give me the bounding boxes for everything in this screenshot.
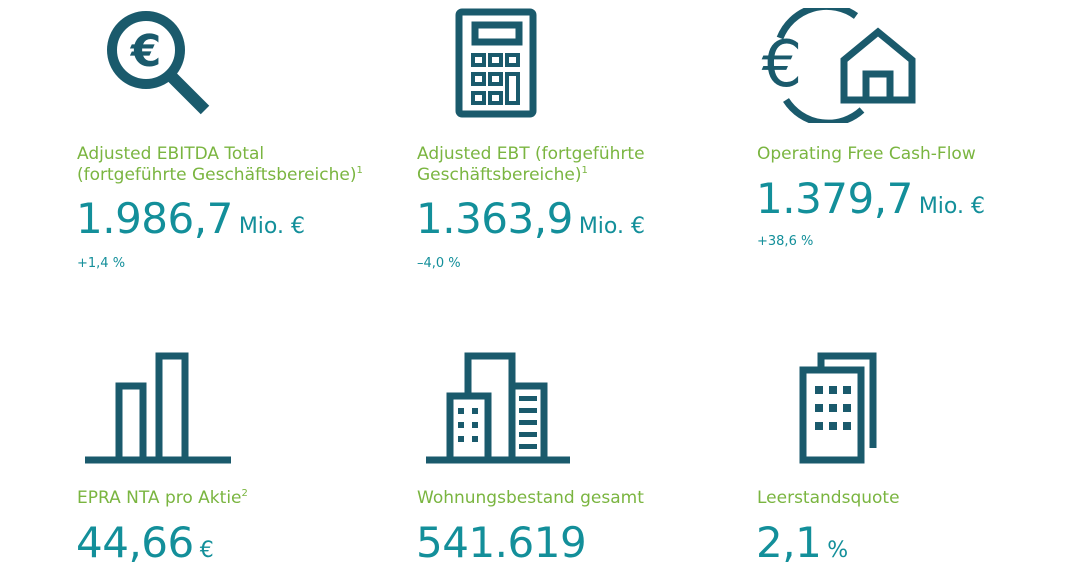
euro-magnifier-icon: €: [107, 11, 210, 115]
kpi-value-line: 2,1%: [756, 522, 848, 564]
kpi-unit: %: [827, 538, 849, 563]
calculator-icon: [455, 8, 537, 118]
kpi-value: 2,1: [756, 518, 822, 567]
kpi-value: 1.379,7: [756, 174, 913, 223]
kpi-value-line: 541.619: [416, 522, 587, 564]
kpi-value: 1.363,9: [416, 194, 573, 243]
kpi-value: 1.986,7: [76, 194, 233, 243]
kpi-label: Leerstandsquote: [757, 488, 900, 508]
kpi-change: +38,6 %: [757, 234, 814, 249]
kpi-label: Adjusted EBITDA Total (fortgeführte Gesc…: [77, 144, 363, 185]
kpi-label: Adjusted EBT (fortgeführte Geschäftsbere…: [417, 144, 645, 185]
kpi-unit: Mio. €: [578, 214, 645, 239]
office-building-icon: [799, 352, 877, 464]
kpi-unit: €: [199, 538, 214, 563]
kpi-value-line: 1.363,9 Mio. €: [416, 198, 645, 240]
svg-text:€: €: [130, 26, 162, 77]
bar-chart-icon: [85, 352, 231, 464]
kpi-label: Operating Free Cash-Flow: [757, 144, 976, 164]
kpi-label: EPRA NTA pro Aktie2: [77, 488, 248, 508]
euro-house-cycle-icon: €: [762, 8, 916, 123]
kpi-unit: Mio. €: [238, 214, 305, 239]
kpi-value-line: 1.379,7 Mio. €: [756, 178, 985, 220]
kpi-change: –4,0 %: [417, 256, 461, 271]
kpi-value: 44,66: [76, 518, 194, 567]
kpi-value: 541.619: [416, 518, 587, 567]
buildings-icon: [426, 352, 570, 464]
kpi-value-line: 44,66 €: [76, 522, 214, 564]
kpi-label: Wohnungsbestand gesamt: [417, 488, 644, 508]
kpi-unit: Mio. €: [918, 194, 985, 219]
kpi-change: +1,4 %: [77, 256, 126, 271]
svg-text:€: €: [762, 28, 803, 102]
kpi-value-line: 1.986,7 Mio. €: [76, 198, 305, 240]
